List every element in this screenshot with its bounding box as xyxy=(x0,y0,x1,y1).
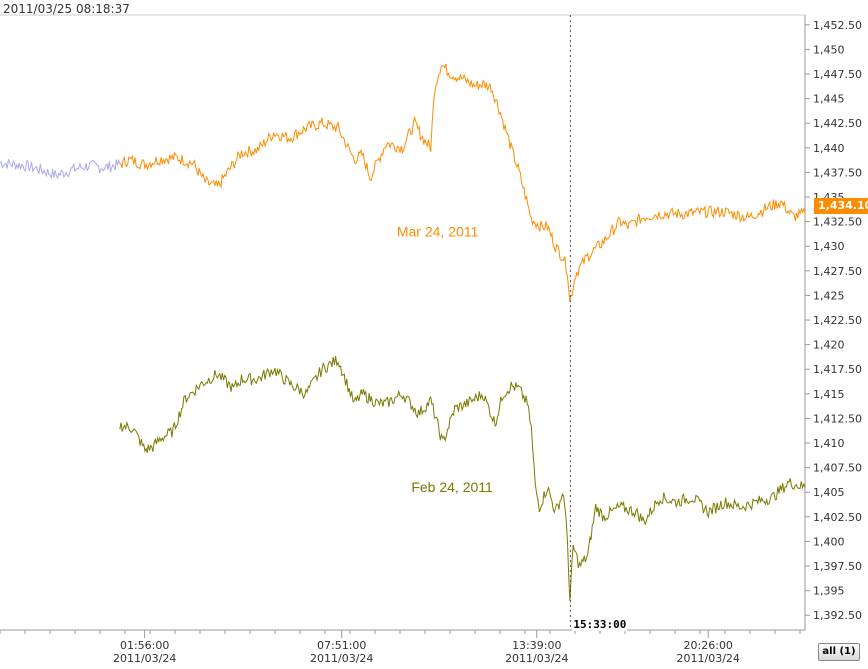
y-tick-label: 1,440 xyxy=(813,142,845,155)
series-labels: Mar 24, 2011 Feb 24, 2011 xyxy=(397,223,493,495)
y-tick-label: 1,412.50 xyxy=(813,412,862,425)
x-tick-time-label: 01:56:00 xyxy=(120,639,169,652)
series-line-1 xyxy=(119,356,806,601)
series-layer xyxy=(0,63,806,601)
x-tick-date-label: 2011/03/24 xyxy=(113,652,176,665)
y-tick-label: 1,415 xyxy=(813,388,845,401)
chart-timestamp: 2011/03/25 08:18:37 xyxy=(3,2,130,16)
y-axis-ticks: 1,392.50 1,395 1,397.50 1,400 1,402.50 1,405 1… xyxy=(805,19,862,622)
all-range-button[interactable]: all (1) xyxy=(818,643,860,661)
series-label: Mar 24, 2011 xyxy=(397,223,479,239)
y-tick-label: 1,397.50 xyxy=(813,560,862,573)
y-tick-label: 1,417.50 xyxy=(813,363,862,376)
y-tick-label: 1,432.50 xyxy=(813,216,862,229)
x-tick-date-label: 2011/03/24 xyxy=(505,652,568,665)
series-premarket-line xyxy=(0,158,121,180)
y-tick-label: 1,392.50 xyxy=(813,609,862,622)
series-label: Feb 24, 2011 xyxy=(411,479,493,495)
y-tick-label: 1,422.50 xyxy=(813,314,862,327)
y-tick-label: 1,445 xyxy=(813,93,845,106)
y-tick-label: 1,405 xyxy=(813,486,845,499)
x-tick-time-label: 07:51:00 xyxy=(317,639,366,652)
x-tick-time-label: 20:26:00 xyxy=(684,639,733,652)
y-tick-label: 1,427.50 xyxy=(813,265,862,278)
x-tick-time-label: 13:39:00 xyxy=(512,639,561,652)
series-line-0 xyxy=(119,63,806,302)
y-tick-label: 1,430 xyxy=(813,240,845,253)
y-tick-label: 1,407.50 xyxy=(813,462,862,475)
y-tick-label: 1,447.50 xyxy=(813,68,862,81)
y-tick-label: 1,452.50 xyxy=(813,19,862,32)
y-tick-label: 1,400 xyxy=(813,535,845,548)
y-tick-label: 1,437.50 xyxy=(813,166,862,179)
y-tick-label: 1,450 xyxy=(813,43,845,56)
x-tick-date-label: 2011/03/24 xyxy=(310,652,373,665)
x-tick-date-label: 2011/03/24 xyxy=(677,652,740,665)
y-tick-label: 1,402.50 xyxy=(813,511,862,524)
y-tick-label: 1,395 xyxy=(813,585,845,598)
crosshair-time-label: 15:33:00 xyxy=(572,618,628,631)
y-tick-label: 1,442.50 xyxy=(813,117,862,130)
x-axis-ticks: 01:56:002011/03/2407:51:002011/03/2413:3… xyxy=(0,630,801,665)
current-price-marker: 1,434.10 xyxy=(814,197,868,214)
y-tick-label: 1,410 xyxy=(813,437,845,450)
plot-area xyxy=(0,15,805,629)
y-tick-label: 1,420 xyxy=(813,339,845,352)
y-tick-label: 1,425 xyxy=(813,289,845,302)
